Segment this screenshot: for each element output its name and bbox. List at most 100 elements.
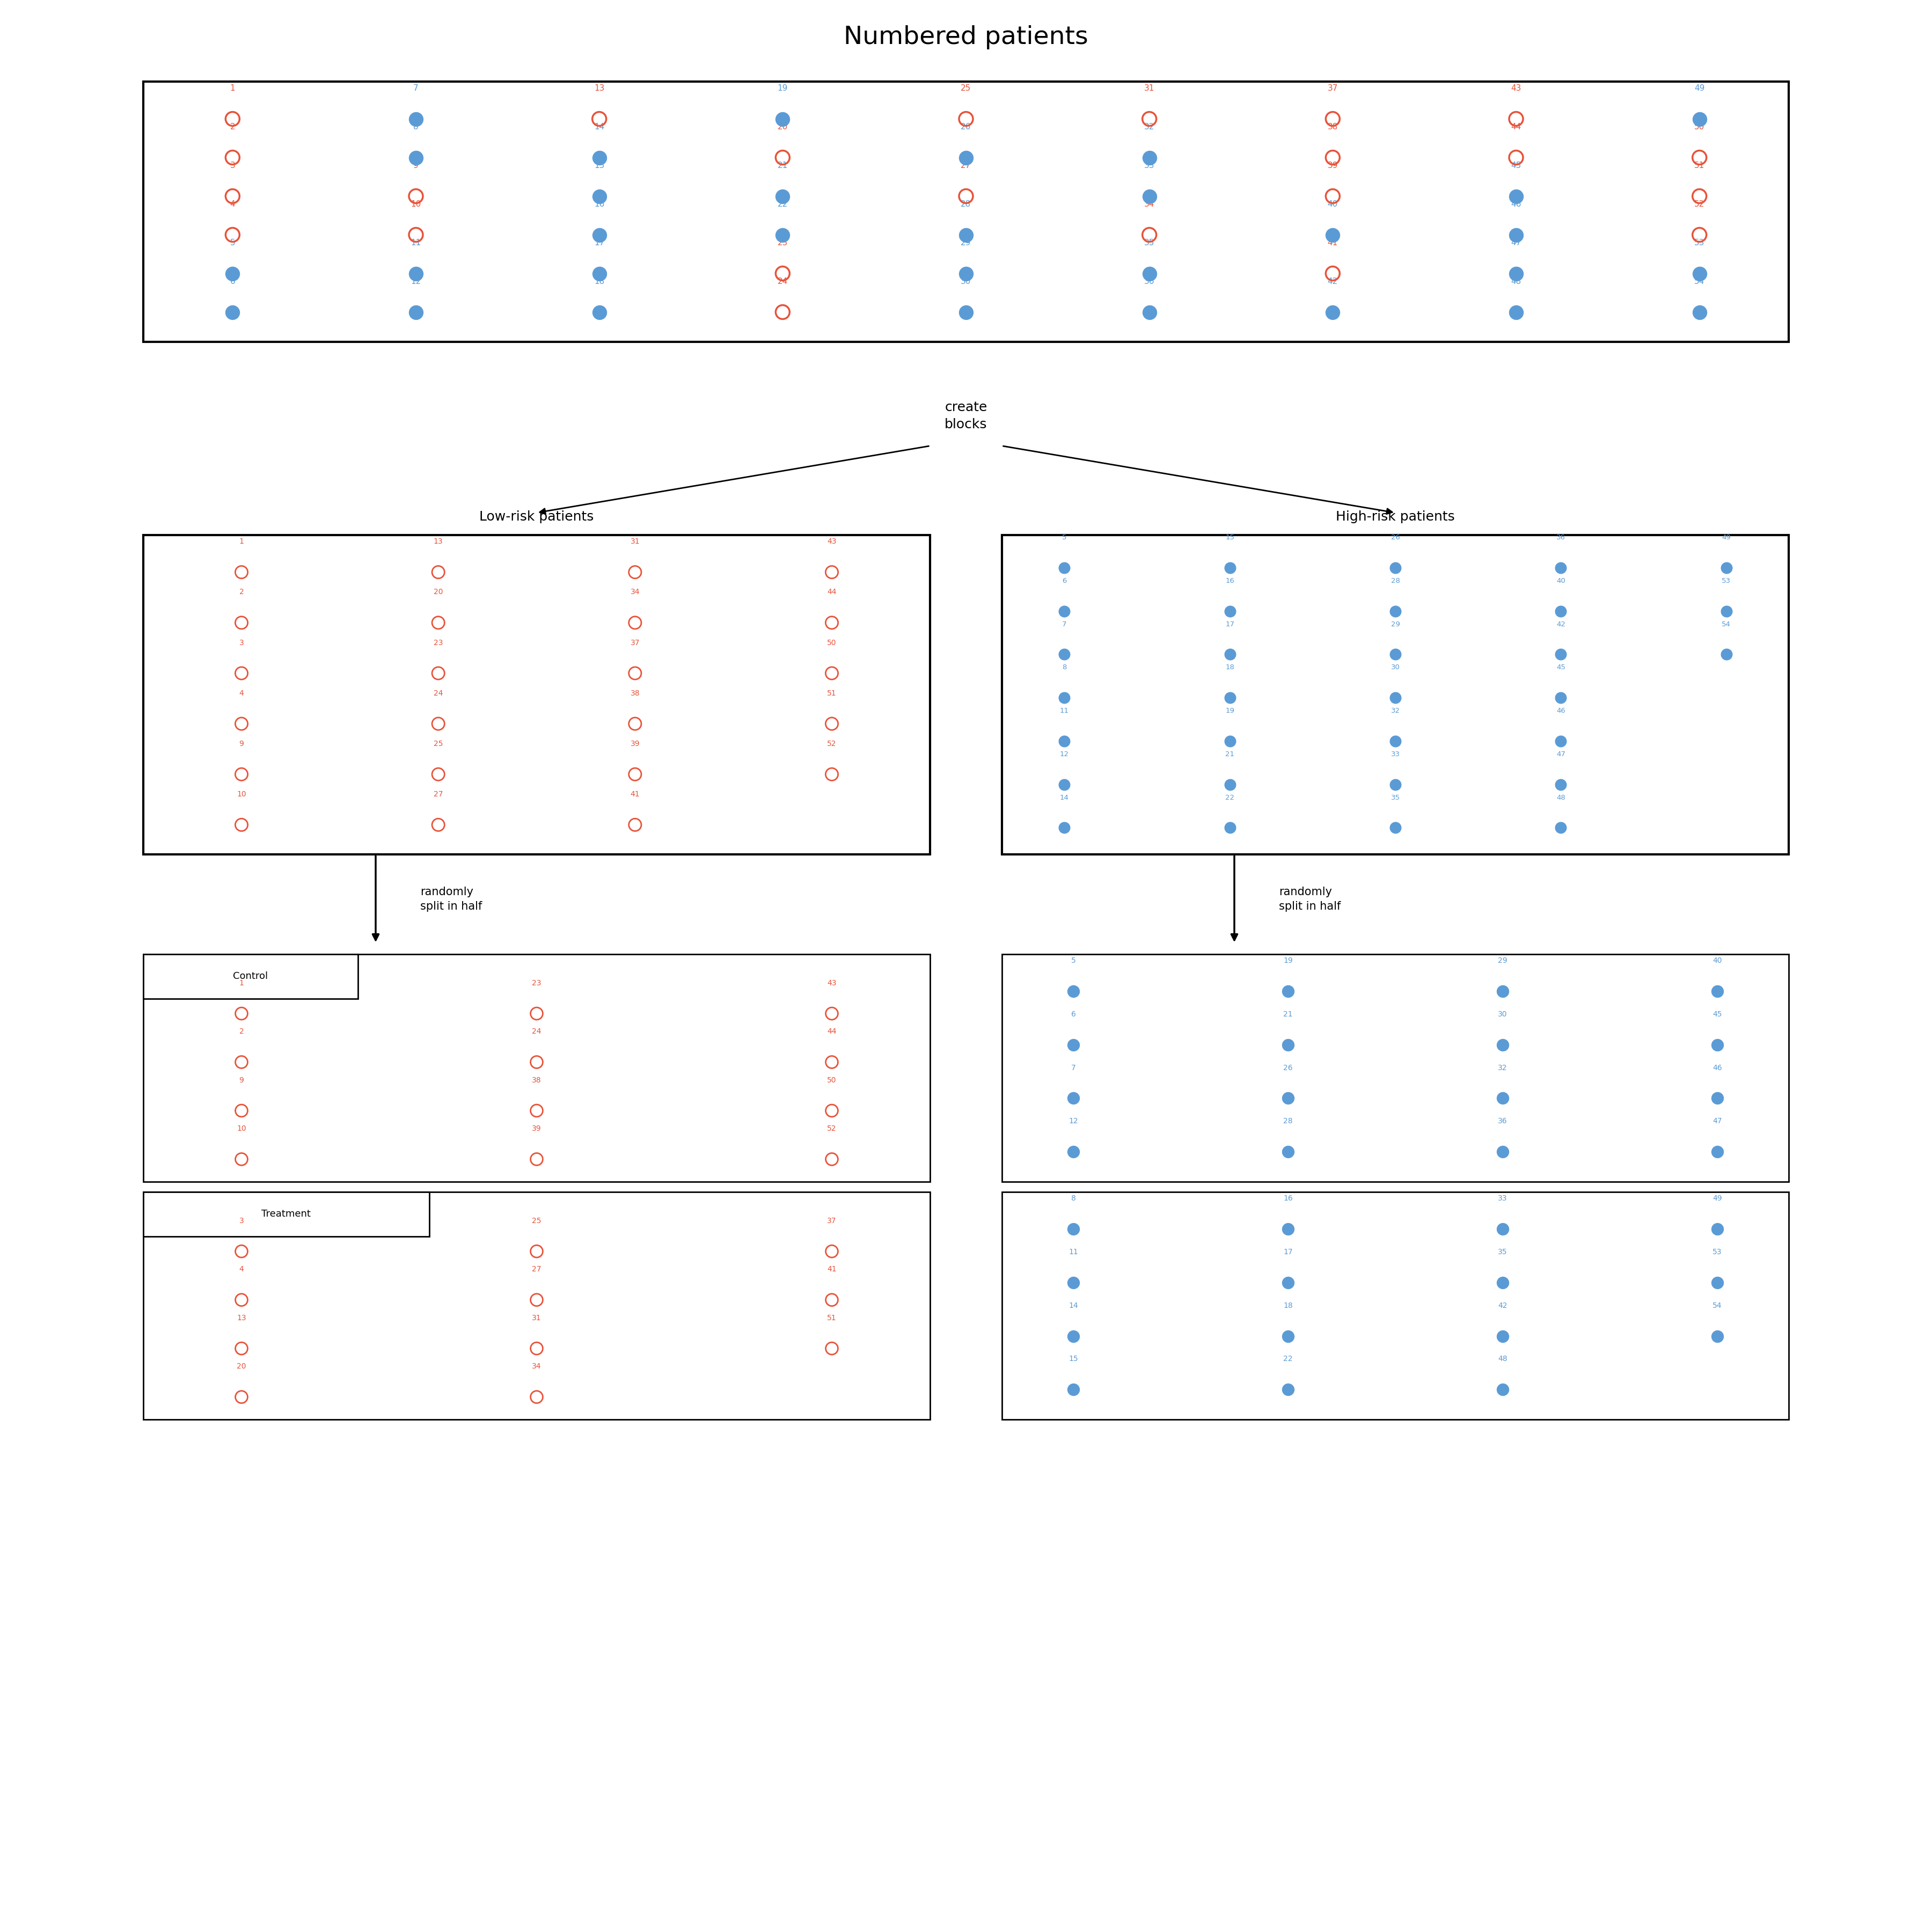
Text: Numbered patients: Numbered patients — [844, 25, 1088, 48]
Point — [1273, 1136, 1304, 1167]
Text: 34: 34 — [531, 1362, 541, 1370]
Text: 37: 37 — [827, 1217, 837, 1225]
Point — [1059, 1321, 1090, 1352]
Text: Low-risk patients: Low-risk patients — [479, 510, 593, 524]
Point — [1318, 143, 1349, 174]
Point — [226, 709, 257, 740]
Text: 54: 54 — [1712, 1302, 1721, 1310]
Text: 27: 27 — [531, 1265, 541, 1273]
Point — [522, 1381, 553, 1412]
Point — [1273, 1374, 1304, 1405]
Point — [226, 1144, 257, 1175]
Point — [1685, 259, 1716, 290]
Text: 16: 16 — [1283, 1194, 1293, 1202]
Text: 42: 42 — [1327, 278, 1337, 286]
Text: 47: 47 — [1712, 1117, 1721, 1124]
Text: 7: 7 — [1063, 620, 1066, 628]
Point — [817, 1144, 848, 1175]
Text: 51: 51 — [1694, 162, 1704, 170]
Text: 6: 6 — [1070, 1010, 1076, 1018]
Text: 49: 49 — [1694, 85, 1704, 93]
Point — [1049, 811, 1080, 842]
Point — [1134, 220, 1165, 251]
Text: 32: 32 — [1497, 1065, 1507, 1072]
Point — [1488, 976, 1519, 1007]
Text: 27: 27 — [433, 790, 442, 798]
Text: 50: 50 — [1694, 124, 1704, 131]
Text: 48: 48 — [1557, 794, 1565, 802]
Point — [1273, 1321, 1304, 1352]
Point — [767, 182, 798, 213]
Text: 14: 14 — [595, 124, 605, 131]
Point — [817, 1047, 848, 1078]
Text: 37: 37 — [630, 639, 639, 647]
Text: 31: 31 — [1144, 85, 1155, 93]
Point — [423, 810, 454, 840]
Text: 36: 36 — [1497, 1117, 1507, 1124]
Text: 42: 42 — [1497, 1302, 1507, 1310]
Text: 27: 27 — [960, 162, 972, 170]
Text: 24: 24 — [777, 278, 788, 286]
Point — [1488, 1030, 1519, 1061]
Point — [216, 220, 247, 251]
Point — [1059, 976, 1090, 1007]
Point — [1318, 298, 1349, 328]
Text: 1: 1 — [240, 537, 243, 545]
Text: 44: 44 — [1511, 124, 1520, 131]
Text: 53: 53 — [1694, 240, 1704, 247]
Text: 53: 53 — [1721, 578, 1731, 583]
Point — [1273, 976, 1304, 1007]
Point — [1318, 220, 1349, 251]
Text: 24: 24 — [531, 1028, 541, 1036]
Point — [1546, 769, 1577, 800]
Text: 53: 53 — [1712, 1248, 1721, 1256]
Text: 35: 35 — [1144, 240, 1155, 247]
Text: 4: 4 — [240, 1265, 243, 1273]
Text: 10: 10 — [238, 790, 245, 798]
Text: 18: 18 — [1225, 665, 1235, 670]
Point — [583, 220, 614, 251]
Point — [951, 143, 981, 174]
Text: 2: 2 — [240, 1028, 243, 1036]
Point — [1049, 682, 1080, 713]
Point — [226, 556, 257, 587]
Point — [1501, 259, 1532, 290]
Point — [583, 143, 614, 174]
Text: 54: 54 — [1721, 620, 1731, 628]
Point — [1318, 104, 1349, 135]
Text: 22: 22 — [777, 201, 788, 209]
Point — [522, 1095, 553, 1126]
Point — [1215, 811, 1246, 842]
Text: 49: 49 — [1721, 533, 1731, 541]
Point — [1702, 1213, 1733, 1244]
Point — [1049, 726, 1080, 757]
Point — [1059, 1374, 1090, 1405]
Point — [226, 607, 257, 638]
Point — [1488, 1213, 1519, 1244]
Point — [400, 220, 431, 251]
Point — [226, 657, 257, 688]
Text: 13: 13 — [238, 1314, 245, 1321]
Text: 2: 2 — [240, 589, 243, 595]
Text: 45: 45 — [1557, 665, 1565, 670]
Bar — [1003, 954, 1789, 1182]
Point — [400, 104, 431, 135]
Point — [817, 607, 848, 638]
Point — [1049, 769, 1080, 800]
Text: 46: 46 — [1557, 707, 1565, 715]
Point — [1215, 726, 1246, 757]
Point — [1059, 1082, 1090, 1113]
Text: 40: 40 — [1712, 956, 1721, 964]
Text: randomly
split in half: randomly split in half — [421, 887, 483, 912]
Point — [583, 104, 614, 135]
Text: 45: 45 — [1712, 1010, 1721, 1018]
Point — [522, 1144, 553, 1175]
Text: 12: 12 — [1061, 752, 1068, 757]
Text: 14: 14 — [1068, 1302, 1078, 1310]
Point — [226, 810, 257, 840]
Point — [522, 1333, 553, 1364]
Text: 20: 20 — [433, 589, 442, 595]
Point — [522, 1285, 553, 1316]
Point — [216, 298, 247, 328]
Text: 12: 12 — [1068, 1117, 1078, 1124]
